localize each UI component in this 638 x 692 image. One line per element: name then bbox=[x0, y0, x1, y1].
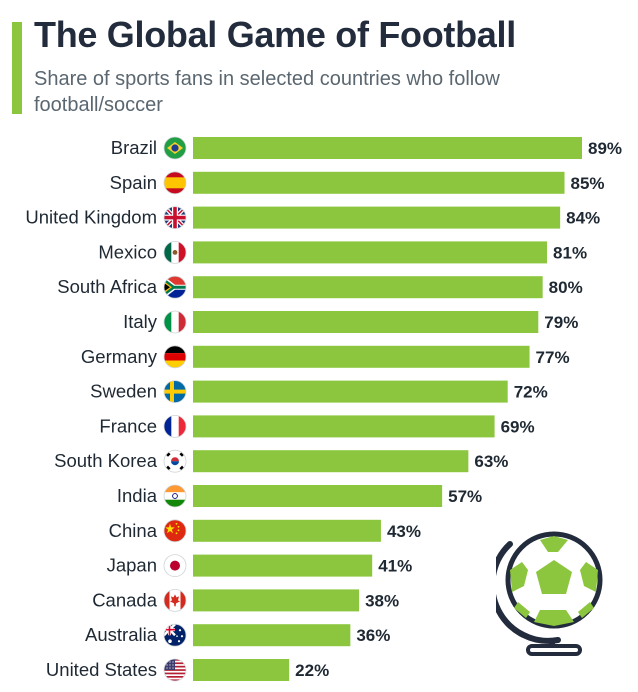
bar bbox=[193, 276, 543, 299]
category-label: Spain bbox=[110, 172, 157, 193]
germany-flag-icon bbox=[164, 345, 186, 368]
flag-border bbox=[163, 484, 187, 508]
category-label: Canada bbox=[92, 589, 158, 610]
value-label: 22% bbox=[295, 661, 329, 680]
bar bbox=[193, 450, 469, 473]
page-subtitle: Share of sports fans in selected countri… bbox=[34, 68, 500, 116]
mexico-flag-icon bbox=[164, 241, 186, 264]
value-label: 84% bbox=[566, 209, 600, 228]
category-label: Sweden bbox=[90, 381, 157, 402]
category-label: France bbox=[99, 415, 157, 436]
china-flag-icon bbox=[164, 519, 186, 542]
france-flag-icon bbox=[164, 415, 186, 438]
value-label: 80% bbox=[549, 278, 583, 297]
india-flag-icon bbox=[164, 485, 186, 507]
bar bbox=[193, 241, 548, 264]
flag-border bbox=[163, 240, 187, 264]
value-label: 89% bbox=[588, 139, 622, 158]
flag-border bbox=[163, 275, 187, 299]
italy-flag-icon bbox=[164, 311, 186, 333]
value-label: 57% bbox=[448, 487, 482, 506]
value-label: 41% bbox=[378, 557, 412, 576]
category-label: India bbox=[117, 485, 158, 506]
japan-flag-icon bbox=[164, 554, 186, 577]
category-label: South Korea bbox=[54, 450, 158, 471]
flag-border bbox=[163, 449, 187, 473]
bar bbox=[193, 519, 381, 542]
flag-border bbox=[163, 345, 187, 369]
bar bbox=[193, 380, 508, 403]
bar bbox=[193, 554, 373, 577]
bar bbox=[193, 171, 565, 194]
australia-flag-icon bbox=[164, 624, 186, 647]
flag-border bbox=[163, 623, 187, 647]
page-title: The Global Game of Football bbox=[34, 14, 516, 55]
bar bbox=[193, 345, 530, 368]
value-label: 81% bbox=[553, 243, 587, 262]
flag-border bbox=[163, 310, 187, 334]
flag-border bbox=[163, 414, 187, 438]
value-label: 85% bbox=[571, 174, 605, 193]
bar bbox=[193, 659, 290, 681]
flag-border bbox=[163, 658, 187, 682]
value-label: 36% bbox=[356, 626, 390, 645]
south-korea-flag-icon bbox=[164, 450, 186, 473]
flag-border bbox=[163, 589, 187, 612]
football-globe-icon bbox=[489, 522, 608, 663]
value-label: 38% bbox=[365, 591, 399, 610]
category-label: China bbox=[109, 520, 158, 541]
bar bbox=[193, 589, 360, 612]
bar bbox=[193, 137, 582, 159]
value-label: 72% bbox=[514, 383, 548, 402]
bar bbox=[193, 485, 443, 507]
category-label: United States bbox=[46, 659, 157, 680]
category-label: Brazil bbox=[111, 137, 157, 158]
united-kingdom-flag-icon bbox=[164, 206, 186, 229]
category-label: South Africa bbox=[57, 276, 157, 297]
category-label: Australia bbox=[85, 624, 158, 645]
flag-border bbox=[163, 519, 187, 543]
value-label: 77% bbox=[536, 348, 570, 367]
value-label: 43% bbox=[387, 522, 421, 541]
bar bbox=[193, 415, 495, 438]
sweden-flag-icon bbox=[164, 380, 186, 403]
value-label: 79% bbox=[544, 313, 578, 332]
category-label: Italy bbox=[123, 311, 158, 332]
value-label: 69% bbox=[501, 417, 535, 436]
flag-border bbox=[163, 380, 187, 404]
united-states-flag-icon bbox=[164, 659, 186, 681]
flag-border bbox=[163, 136, 187, 160]
spain-flag-icon bbox=[164, 171, 186, 194]
bar bbox=[193, 311, 539, 333]
canada-flag-icon bbox=[164, 589, 186, 612]
flag-border bbox=[163, 206, 187, 230]
category-label: Mexico bbox=[98, 241, 157, 262]
bar bbox=[193, 206, 561, 229]
flag-border bbox=[163, 171, 187, 195]
category-label: United Kingdom bbox=[25, 207, 157, 228]
value-label: 63% bbox=[474, 452, 508, 471]
brazil-flag-icon bbox=[164, 137, 186, 159]
south-africa-flag-icon bbox=[164, 276, 186, 299]
flag-border bbox=[163, 554, 187, 577]
title-accent-bar bbox=[12, 22, 22, 114]
bar bbox=[193, 624, 351, 647]
category-label: Japan bbox=[107, 555, 157, 576]
category-label: Germany bbox=[81, 346, 158, 367]
